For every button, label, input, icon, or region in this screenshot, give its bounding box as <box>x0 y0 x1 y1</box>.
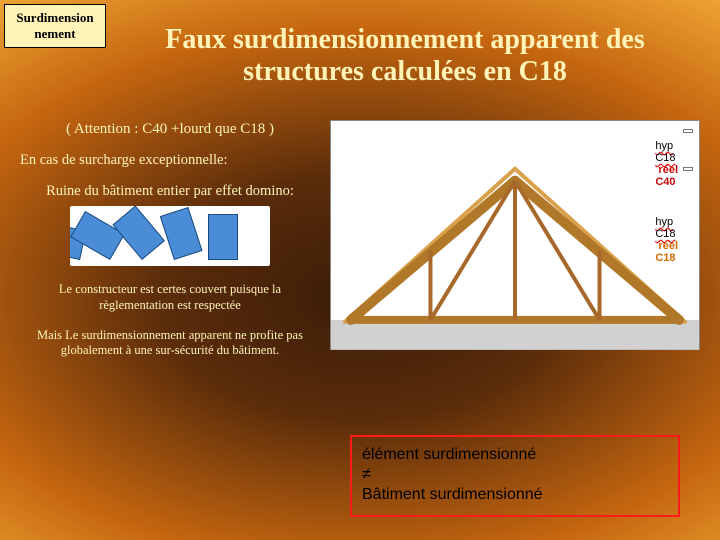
tag-line1: Surdimension <box>16 10 93 26</box>
legend-c18: hyp C18 réel C18 <box>683 167 693 171</box>
domino-bars <box>70 206 270 266</box>
legend2-hyp: hyp C18 <box>655 216 675 240</box>
note-constructeur: Le constructeur est certes couvert puisq… <box>20 282 320 313</box>
domino-figure <box>70 206 270 266</box>
callout-line1: élément surdimensionné <box>362 445 668 465</box>
legend1-reel: réel C40 <box>655 164 678 188</box>
legend1-hyp: hyp C18 <box>655 140 675 164</box>
callout-line2: ≠ <box>362 465 668 485</box>
attention-note: ( Attention : C40 +lourd que C18 ) <box>20 120 320 138</box>
tag-line2: nement <box>34 26 75 42</box>
ruine-line: Ruine du bâtiment entier par effet domin… <box>20 183 320 200</box>
truss-svg <box>331 121 699 350</box>
truss-diagram: hyp C18 réel C40 hyp C18 réel C18 <box>330 120 700 350</box>
callout-line3: Bâtiment surdimensionné <box>362 485 668 505</box>
surcharge-line: En cas de surcharge exceptionnelle: <box>20 152 320 169</box>
corner-tag: Surdimension nement <box>4 4 106 48</box>
slide-title: Faux surdimensionnement apparent des str… <box>110 24 700 88</box>
note-surdim: Mais Le surdimensionnement apparent ne p… <box>20 328 320 359</box>
legend2-reel: réel C18 <box>655 240 678 264</box>
legend-c40: hyp C18 réel C40 <box>683 129 693 133</box>
left-column: ( Attention : C40 +lourd que C18 ) En ca… <box>20 120 320 359</box>
callout-box: élément surdimensionné ≠ Bâtiment surdim… <box>350 435 680 517</box>
